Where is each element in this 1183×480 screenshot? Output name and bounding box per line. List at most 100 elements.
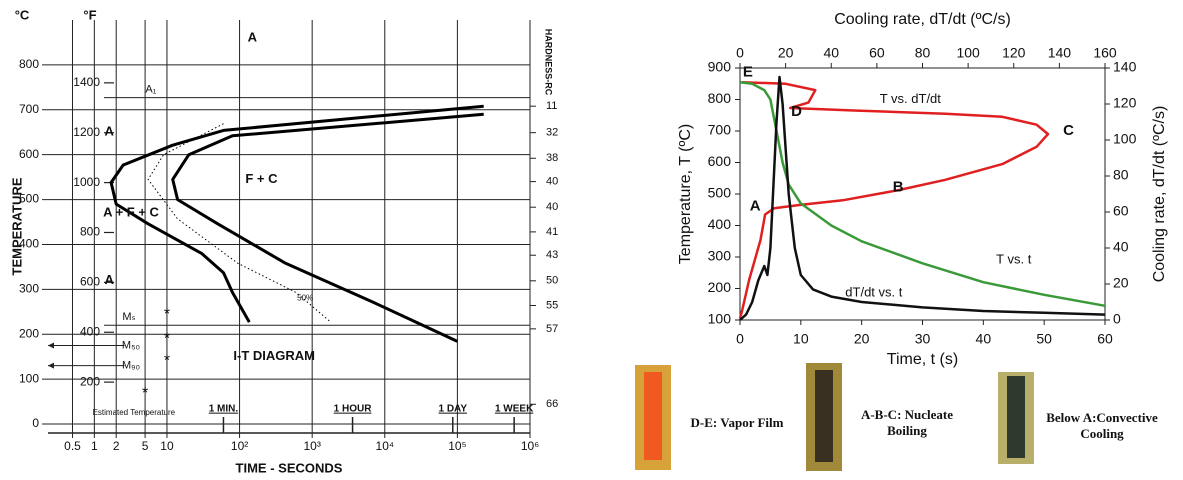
x-axis-title: Time, t (s) xyxy=(887,351,958,368)
x-tick-label: 30 xyxy=(915,331,931,347)
marker-label: Estimated Temperature xyxy=(93,408,176,417)
y2-tick-label: 1400 xyxy=(73,75,100,89)
y-tick-label: 700 xyxy=(708,122,732,138)
x-tick-label: 20 xyxy=(854,331,870,347)
level-arrow xyxy=(48,342,54,349)
photo-sample xyxy=(644,372,662,460)
y2-tick-label: 1000 xyxy=(73,175,100,189)
x-tick-label: 10² xyxy=(231,439,248,453)
y-tick-label: 700 xyxy=(19,102,39,116)
y2-tick-label: 600 xyxy=(80,275,100,289)
level-label: Mₛ xyxy=(122,311,135,323)
annotation: A xyxy=(750,198,761,215)
y3-tick-label: 66 xyxy=(546,398,558,410)
annotation: A xyxy=(248,29,258,44)
x-tick-label: 2 xyxy=(113,439,120,453)
x-tick-label: 40 xyxy=(976,331,992,347)
annotation: D xyxy=(791,103,802,120)
annotation: A xyxy=(104,124,114,139)
y3-tick-label: 40 xyxy=(546,201,558,213)
y-tick-label: 0 xyxy=(32,416,39,430)
caption: Below A:Convective Cooling xyxy=(1046,410,1158,441)
x2-axis-title: Cooling rate, dT/dt (ºC/s) xyxy=(834,11,1011,28)
x2-tick-label: 1 WEEK xyxy=(495,404,534,415)
y2-tick-label: 20 xyxy=(1113,275,1129,291)
annotation: A + F + C xyxy=(103,204,159,219)
x2-tick-label: 20 xyxy=(778,45,794,61)
series-line xyxy=(109,104,484,323)
y2-tick-label: 200 xyxy=(80,374,100,388)
y-tick-label: 200 xyxy=(19,326,39,340)
marker: * xyxy=(164,306,170,323)
series-label: T vs. dT/dt xyxy=(880,91,942,106)
y-tick-label: 400 xyxy=(19,237,39,251)
x2-tick-label: 120 xyxy=(1002,45,1026,61)
x2-tick-label: 0 xyxy=(736,45,744,61)
level-arrow xyxy=(48,362,54,369)
y-tick-label: 100 xyxy=(708,311,732,327)
y3-tick-label: 55 xyxy=(546,299,558,311)
y-tick-label: 500 xyxy=(708,185,732,201)
y-tick-label: 900 xyxy=(708,59,732,75)
y2-tick-label: 400 xyxy=(80,324,100,338)
series-line xyxy=(739,80,1106,308)
y2-tick-label: 800 xyxy=(80,225,100,239)
y3-tick-label: 32 xyxy=(546,127,558,139)
y2-tick-label: 60 xyxy=(1113,203,1129,219)
x2-tick-label: 100 xyxy=(956,45,980,61)
x2-tick-label: 1 MIN. xyxy=(209,404,239,415)
caption: D-E: Vapor Film xyxy=(690,415,784,430)
annotation: A xyxy=(104,272,114,287)
y-axis-title: Temperature, T (ºC) xyxy=(677,124,694,264)
y3-tick-label: 43 xyxy=(546,249,558,261)
x2-tick-label: 140 xyxy=(1048,45,1072,61)
x2-tick-label: 160 xyxy=(1093,45,1117,61)
level-label: A₁ xyxy=(145,84,156,96)
y2-tick-label: 40 xyxy=(1113,239,1129,255)
x2-tick-label: 40 xyxy=(823,45,839,61)
y-tick-label: 300 xyxy=(19,282,39,296)
y-tick-label: 600 xyxy=(19,147,39,161)
y2-tick-label: 120 xyxy=(1113,95,1137,111)
annotation: E xyxy=(743,64,753,81)
x-tick-label: 10⁴ xyxy=(376,439,395,453)
x-tick-label: 0 xyxy=(736,331,744,347)
y3-tick-label: 41 xyxy=(546,226,558,238)
series-label: T vs. t xyxy=(996,252,1032,267)
x-tick-label: 50 xyxy=(1036,331,1052,347)
y3-tick-label: 57 xyxy=(546,323,558,335)
y-tick-label: 600 xyxy=(708,153,732,169)
annotation: B xyxy=(893,179,904,196)
y-axis-title: TEMPERATURE xyxy=(9,177,24,275)
x2-tick-label: 1 DAY xyxy=(439,404,468,415)
marker: * xyxy=(164,353,170,370)
y3-axis-title: HARDNESS-RC xyxy=(544,29,554,96)
series-label: 50% xyxy=(297,293,313,302)
annotation: I-T DIAGRAM xyxy=(233,348,315,363)
series-line xyxy=(738,80,1050,319)
y2-tick-label: 80 xyxy=(1113,167,1129,183)
x-tick-label: 0.5 xyxy=(64,439,81,453)
marker: * xyxy=(164,331,170,348)
caption: A-B-C: Nucleate Boiling xyxy=(860,407,954,438)
y2-tick-label: 0 xyxy=(1113,311,1121,327)
y2-tick-label: 1200 xyxy=(73,125,100,139)
annotation: F + C xyxy=(245,171,278,186)
series-label: dT/dt vs. t xyxy=(845,285,902,300)
y-tick-label: 500 xyxy=(19,192,39,206)
y2-tick-label: 140 xyxy=(1113,59,1137,75)
x-tick-label: 1 xyxy=(91,439,98,453)
series-line xyxy=(171,112,484,343)
x-tick-label: 10⁵ xyxy=(448,439,466,453)
level-label: M₅₀ xyxy=(122,339,140,351)
y-tick-label: 400 xyxy=(708,216,732,232)
y2-unit: °F xyxy=(83,7,96,22)
y-tick-label: 800 xyxy=(19,57,39,71)
x-tick-label: 5 xyxy=(142,439,149,453)
x2-tick-label: 1 HOUR xyxy=(334,404,373,415)
y3-tick-label: 40 xyxy=(546,176,558,188)
series-line xyxy=(739,75,1106,321)
y-unit: °C xyxy=(15,7,30,22)
